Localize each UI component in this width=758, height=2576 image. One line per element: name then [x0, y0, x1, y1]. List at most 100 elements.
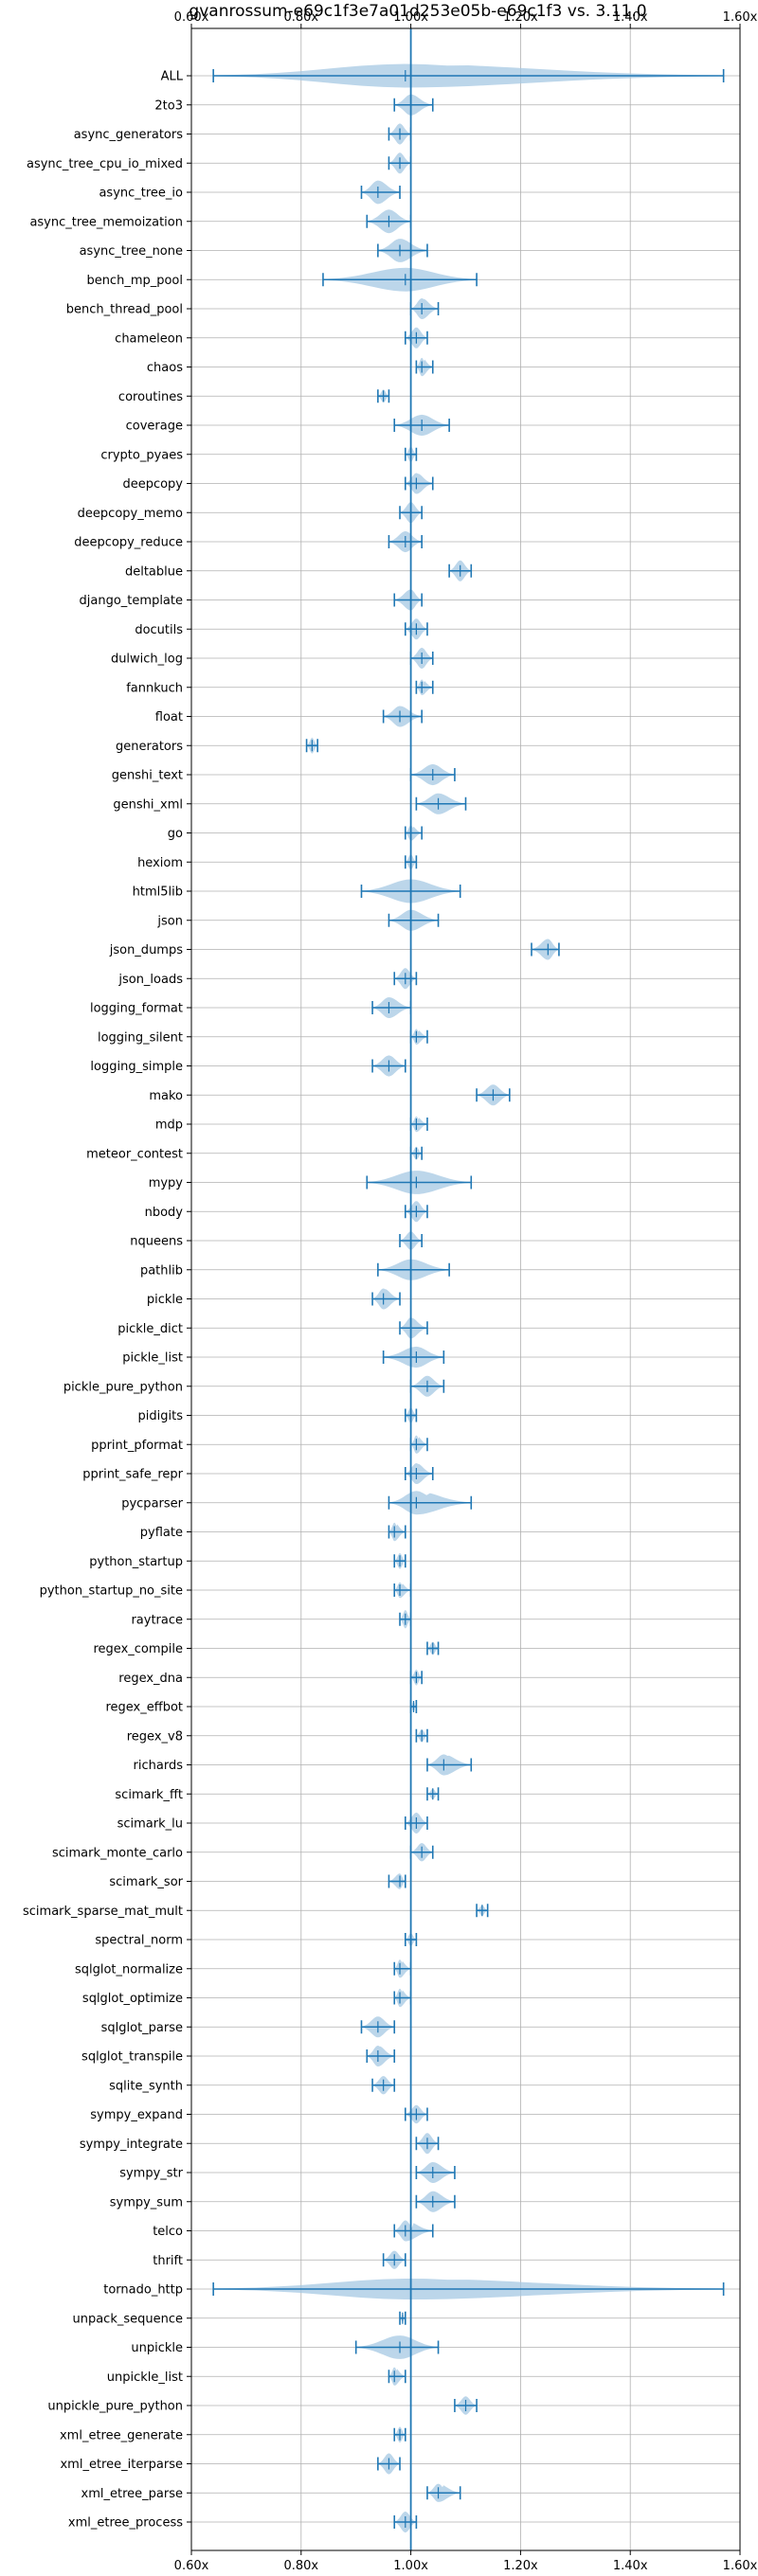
y-category-label: mypy: [149, 1176, 184, 1190]
y-category-label: richards: [134, 1759, 184, 1773]
y-category-label: sympy_expand: [90, 2108, 183, 2122]
y-category-label: go: [168, 827, 183, 841]
y-category-label: pycparser: [121, 1496, 183, 1511]
y-category-label: unpickle: [131, 2341, 183, 2355]
y-category-label: bench_thread_pool: [66, 303, 183, 317]
y-category-label: raytrace: [131, 1613, 183, 1627]
y-category-label: logging_format: [90, 1002, 183, 1016]
y-category-label: crypto_pyaes: [100, 448, 183, 462]
x-tick-label-top: 1.00x: [393, 10, 428, 25]
y-category-label: bench_mp_pool: [86, 274, 183, 288]
y-category-label: deepcopy_memo: [78, 507, 183, 521]
y-category-label: unpickle_pure_python: [47, 2400, 183, 2414]
y-category-label: async_generators: [74, 128, 184, 142]
x-tick-label-top: 1.40x: [613, 10, 648, 25]
y-category-label: sympy_sum: [110, 2195, 183, 2209]
x-axis-bottom: 0.60x 0.80x 1.00x 1.20x 1.40x 1.60x: [174, 2550, 758, 2573]
x-tick-label-top: 0.60x: [174, 10, 209, 25]
y-category-label: deltablue: [125, 564, 183, 579]
y-category-label: chameleon: [115, 331, 183, 346]
x-tick-label-bottom: 1.60x: [723, 2559, 758, 2573]
y-category-label: pyflate: [140, 1526, 183, 1540]
y-category-label: genshi_text: [112, 769, 183, 783]
y-category-label: thrift: [153, 2254, 183, 2268]
x-tick-label-bottom: 1.20x: [503, 2559, 538, 2573]
y-category-label: async_tree_cpu_io_mixed: [27, 157, 183, 171]
y-category-label: telco: [153, 2225, 183, 2239]
y-category-label: unpickle_list: [107, 2370, 183, 2385]
y-category-label: xml_etree_process: [68, 2516, 183, 2531]
y-category-label: regex_effbot: [105, 1701, 183, 1715]
y-category-label: pickle_dict: [117, 1322, 183, 1336]
y-category-label: scimark_sor: [109, 1875, 183, 1889]
y-category-label: nqueens: [130, 1235, 183, 1249]
y-category-label: hexiom: [137, 856, 183, 870]
y-axis: ALL 2to3 async_generators async_tree_cpu_io…: [23, 70, 191, 2531]
y-category-label: scimark_lu: [117, 1817, 183, 1832]
y-category-label: tornado_http: [103, 2283, 183, 2298]
y-category-label: pickle_pure_python: [63, 1380, 183, 1394]
y-category-label: unpack_sequence: [72, 2312, 183, 2326]
y-category-label: logging_silent: [98, 1030, 183, 1045]
x-tick-label-bottom: 0.80x: [283, 2559, 318, 2573]
y-category-label: django_template: [80, 594, 183, 608]
grid-lines: [190, 28, 741, 2550]
y-category-label: json: [156, 914, 183, 928]
y-category-label: docutils: [135, 623, 183, 637]
y-category-label: ALL: [161, 70, 184, 84]
y-category-label: xml_etree_generate: [60, 2428, 183, 2442]
y-category-label: 2to3: [154, 98, 183, 113]
y-category-label: dulwich_log: [111, 653, 183, 667]
y-category-label: pprint_safe_repr: [82, 1468, 183, 1482]
y-category-label: sqlglot_optimize: [82, 1992, 183, 2006]
y-category-label: mako: [149, 1089, 183, 1103]
y-category-label: json_dumps: [109, 943, 183, 957]
y-category-label: json_loads: [117, 973, 183, 987]
y-category-label: nbody: [145, 1206, 184, 1220]
violins: [212, 63, 725, 2533]
x-tick-label-bottom: 1.40x: [613, 2559, 648, 2573]
y-category-label: xml_etree_iterparse: [60, 2458, 183, 2472]
plot-frame: [190, 27, 741, 2551]
y-category-label: sqlglot_normalize: [75, 1962, 183, 1977]
chart-title: gvanrossum-e69c1f3e7a01d253e05b-e69c1f3 …: [189, 2, 646, 21]
y-category-label: scimark_fft: [115, 1788, 183, 1802]
y-category-label: genshi_xml: [113, 797, 183, 812]
y-category-label: pidigits: [138, 1409, 184, 1423]
y-category-label: sympy_str: [119, 2167, 183, 2181]
y-category-label: python_startup: [89, 1555, 183, 1569]
x-tick-label-top: 0.80x: [283, 10, 318, 25]
y-category-label: sympy_integrate: [80, 2138, 183, 2152]
y-category-label: pickle: [147, 1293, 183, 1307]
y-category-label: fannkuch: [126, 681, 183, 695]
y-category-label: sqlglot_parse: [101, 2021, 183, 2035]
y-category-label: regex_compile: [93, 1642, 183, 1656]
y-category-label: deepcopy: [122, 477, 183, 492]
y-category-label: chaos: [147, 361, 183, 375]
y-category-label: generators: [116, 740, 183, 754]
y-category-label: coverage: [126, 420, 183, 434]
y-category-label: python_startup_no_site: [40, 1584, 183, 1599]
y-category-label: scimark_monte_carlo: [52, 1846, 183, 1860]
y-category-label: regex_v8: [127, 1729, 183, 1744]
y-category-label: async_tree_io: [99, 187, 183, 201]
y-category-label: pathlib: [140, 1263, 183, 1278]
x-axis-top: 0.60x 0.80x 1.00x 1.20x 1.40x 1.60x: [174, 10, 758, 28]
y-category-label: meteor_contest: [86, 1147, 183, 1161]
y-category-label: async_tree_none: [80, 244, 183, 259]
y-category-label: sqlite_synth: [109, 2079, 183, 2093]
y-category-label: coroutines: [118, 390, 183, 404]
y-category-label: mdp: [155, 1118, 183, 1133]
y-category-label: scimark_sparse_mat_mult: [23, 1905, 183, 1919]
y-category-label: sqlglot_transpile: [81, 2050, 183, 2065]
x-tick-label-bottom: 1.00x: [393, 2559, 428, 2573]
y-category-label: regex_dna: [118, 1672, 183, 1686]
y-category-label: pprint_pformat: [91, 1439, 183, 1453]
y-category-label: html5lib: [133, 886, 183, 900]
y-category-label: async_tree_memoization: [29, 215, 183, 229]
y-category-label: xml_etree_parse: [81, 2487, 183, 2501]
x-tick-label-top: 1.20x: [503, 10, 538, 25]
y-category-label: float: [155, 710, 183, 724]
y-category-label: spectral_norm: [95, 1934, 183, 1948]
